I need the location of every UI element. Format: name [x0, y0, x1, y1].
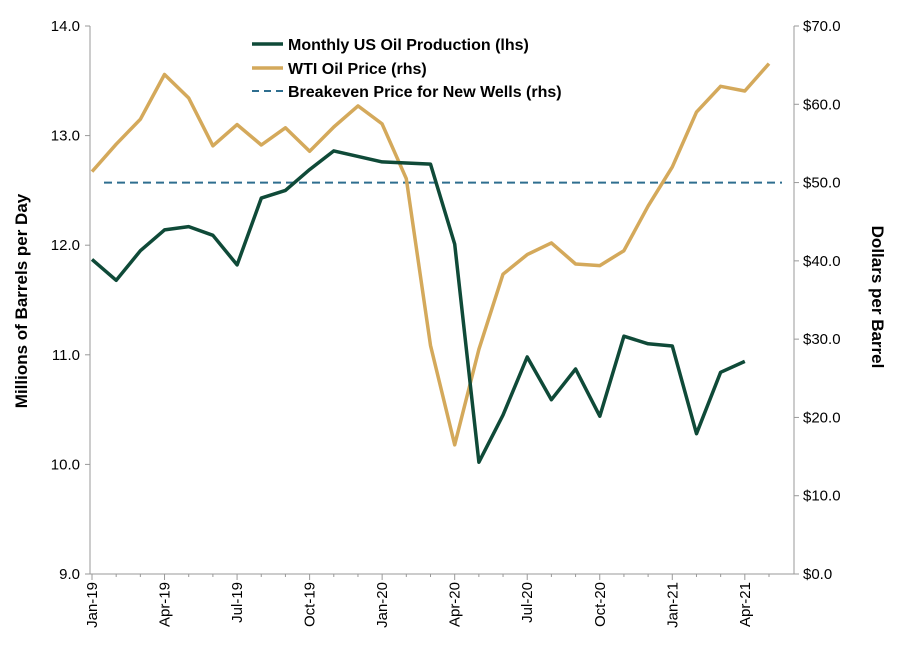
left-tick-label: 13.0 — [51, 128, 80, 145]
left-tick-label: 12.0 — [51, 237, 80, 254]
x-tick-label: Oct-20 — [592, 582, 609, 627]
right-tick-label: $20.0 — [803, 409, 841, 426]
x-tick-label: Jan-21 — [664, 582, 681, 628]
right-tick-label: $10.0 — [803, 488, 841, 505]
series-layer — [90, 62, 782, 464]
x-tick-label: Oct-19 — [302, 582, 319, 627]
series-line-production — [90, 149, 746, 464]
legend-label-production: Monthly US Oil Production (lhs) — [288, 37, 529, 54]
left-tick-label: 14.0 — [51, 18, 80, 35]
legend-label-breakeven: Breakeven Price for New Wells (rhs) — [288, 84, 562, 101]
x-tick-label: Apr-19 — [157, 582, 174, 627]
x-tick-label: Jan-20 — [374, 582, 391, 628]
right-axis-title: Dollars per Barrel — [868, 226, 887, 369]
left-tick-label: 9.0 — [59, 566, 80, 583]
right-tick-label: $70.0 — [803, 18, 841, 35]
legend: Monthly US Oil Production (lhs) WTI Oil … — [252, 37, 562, 101]
left-tick-label: 10.0 — [51, 456, 80, 473]
legend-label-wti: WTI Oil Price (rhs) — [288, 61, 427, 78]
x-tick-label: Jan-19 — [84, 582, 101, 628]
x-tick-label: Jul-20 — [519, 582, 536, 623]
x-tick-label: Jul-19 — [229, 582, 246, 623]
right-tick-label: $30.0 — [803, 331, 841, 348]
left-tick-label: 11.0 — [52, 347, 80, 364]
right-tick-label: $50.0 — [803, 175, 841, 192]
x-tick-label: Apr-21 — [737, 582, 754, 627]
right-tick-label: $0.0 — [803, 566, 832, 583]
axes-layer: 9.0 10.0 11.0 12.0 13.0 14.0 $0.0 $10.0 $20.0 $30… — [51, 18, 841, 628]
x-tick-label: Apr-20 — [447, 582, 464, 627]
left-axis-title: Millions of Barrels per Day — [12, 193, 31, 408]
right-tick-label: $60.0 — [803, 96, 841, 113]
series-line-wti-price — [90, 62, 771, 447]
right-tick-label: $40.0 — [803, 253, 841, 270]
